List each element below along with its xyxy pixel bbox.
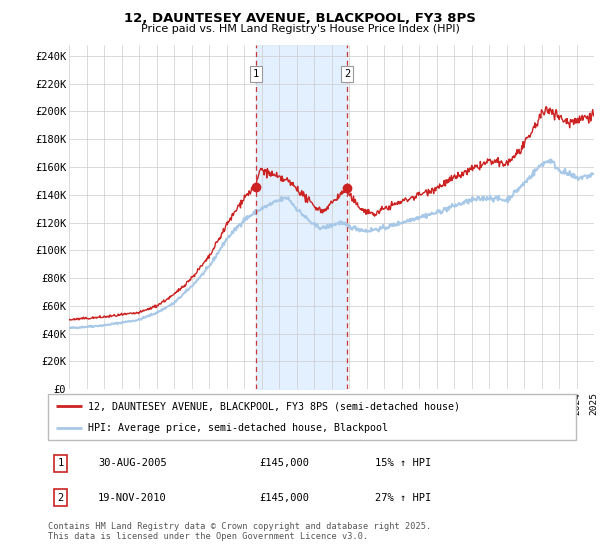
Text: 27% ↑ HPI: 27% ↑ HPI [376,493,431,503]
Text: 1: 1 [253,69,259,79]
Text: 15% ↑ HPI: 15% ↑ HPI [376,459,431,468]
Text: HPI: Average price, semi-detached house, Blackpool: HPI: Average price, semi-detached house,… [88,423,388,433]
Text: 1: 1 [58,459,64,468]
Text: Price paid vs. HM Land Registry's House Price Index (HPI): Price paid vs. HM Land Registry's House … [140,24,460,34]
Text: £145,000: £145,000 [259,493,309,503]
Text: 19-NOV-2010: 19-NOV-2010 [98,493,167,503]
Text: 2: 2 [344,69,350,79]
Text: 2: 2 [58,493,64,503]
Text: 12, DAUNTESEY AVENUE, BLACKPOOL, FY3 8PS: 12, DAUNTESEY AVENUE, BLACKPOOL, FY3 8PS [124,12,476,25]
Text: £145,000: £145,000 [259,459,309,468]
Text: 30-AUG-2005: 30-AUG-2005 [98,459,167,468]
Text: Contains HM Land Registry data © Crown copyright and database right 2025.
This d: Contains HM Land Registry data © Crown c… [48,522,431,542]
Text: 12, DAUNTESEY AVENUE, BLACKPOOL, FY3 8PS (semi-detached house): 12, DAUNTESEY AVENUE, BLACKPOOL, FY3 8PS… [88,401,460,411]
